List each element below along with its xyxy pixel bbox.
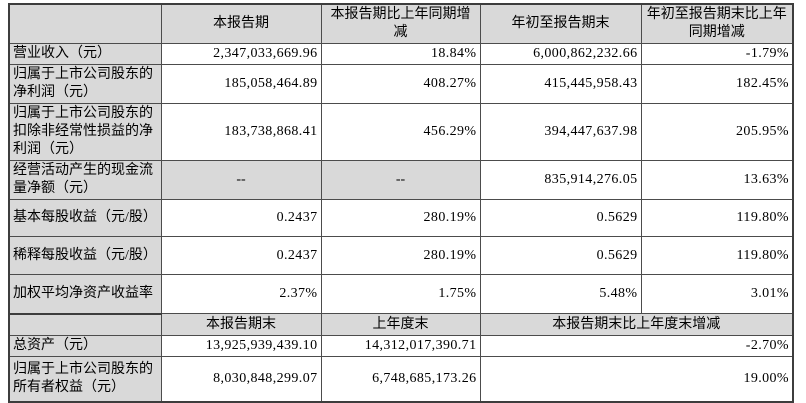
cell-period-end: 13,925,939,439.10 xyxy=(160,335,322,357)
cell-change: -2.70% xyxy=(479,335,794,357)
cell-current-period: 2,347,033,669.96 xyxy=(160,43,322,65)
cell-ytd-yoy-change: -1.79% xyxy=(640,43,794,65)
row-net-profit: 归属于上市公司股东的净利润（元） 185,058,464.89 408.27% … xyxy=(8,64,794,104)
row-operating-revenue: 营业收入（元） 2,347,033,669.96 18.84% 6,000,86… xyxy=(8,43,794,65)
cell-ytd-yoy-change: 119.80% xyxy=(640,199,794,237)
row-label: 营业收入（元） xyxy=(8,43,162,65)
row-label: 稀释每股收益（元/股） xyxy=(8,236,162,275)
cell-current-period: 0.2437 xyxy=(160,236,322,275)
cell-prior-year-end: 14,312,017,390.71 xyxy=(320,335,481,357)
cell-ytd: 0.5629 xyxy=(479,236,642,275)
cell-ytd: 5.48% xyxy=(479,274,642,314)
cell-yoy-change: 280.19% xyxy=(320,199,481,237)
cell-yoy-change: 408.27% xyxy=(320,64,481,104)
row-shareholders-equity: 归属于上市公司股东的所有者权益（元） 8,030,848,299.07 6,74… xyxy=(8,356,794,402)
cell-ytd-yoy-change: 119.80% xyxy=(640,236,794,275)
row-label: 基本每股收益（元/股） xyxy=(8,199,162,237)
row-label: 经营活动产生的现金流量净额（元） xyxy=(8,160,162,200)
row-operating-cash-flow: 经营活动产生的现金流量净额（元） -- -- 835,914,276.05 13… xyxy=(8,160,794,200)
cell-prior-year-end: 6,748,685,173.26 xyxy=(320,356,481,402)
cell-ytd: 835,914,276.05 xyxy=(479,160,642,200)
cell-ytd: 415,445,958.43 xyxy=(479,64,642,104)
cell-yoy-change: 18.84% xyxy=(320,43,481,65)
row-weighted-avg-roe: 加权平均净资产收益率 2.37% 1.75% 5.48% 3.01% xyxy=(8,274,794,314)
row-diluted-eps: 稀释每股收益（元/股） 0.2437 280.19% 0.5629 119.80… xyxy=(8,236,794,275)
header-ytd: 年初至报告期末 xyxy=(479,3,642,44)
header-blank-cell xyxy=(8,3,162,44)
cell-period-end: 8,030,848,299.07 xyxy=(160,356,322,402)
period-header-row: 本报告期 本报告期比上年同期增减 年初至报告期末 年初至报告期末比上年同期增减 xyxy=(8,3,794,44)
cell-yoy-change-na: -- xyxy=(320,160,481,200)
header-current-period: 本报告期 xyxy=(160,3,322,44)
header-period-end-change: 本报告期末比上年度末增减 xyxy=(479,313,794,336)
cell-yoy-change: 1.75% xyxy=(320,274,481,314)
row-basic-eps: 基本每股收益（元/股） 0.2437 280.19% 0.5629 119.80… xyxy=(8,199,794,237)
cell-ytd: 0.5629 xyxy=(479,199,642,237)
cell-current-period: 183,738,868.41 xyxy=(160,103,322,161)
header-ytd-yoy-change: 年初至报告期末比上年同期增减 xyxy=(640,3,794,44)
row-label: 加权平均净资产收益率 xyxy=(8,274,162,314)
row-label: 归属于上市公司股东的所有者权益（元） xyxy=(8,356,162,402)
cell-ytd-yoy-change: 3.01% xyxy=(640,274,794,314)
cell-current-period: 185,058,464.89 xyxy=(160,64,322,104)
cell-current-period-na: -- xyxy=(160,160,322,200)
cell-change: 19.00% xyxy=(479,356,794,402)
cell-ytd: 394,447,637.98 xyxy=(479,103,642,161)
cell-ytd-yoy-change: 182.45% xyxy=(640,64,794,104)
header-blank-cell xyxy=(8,312,162,336)
header-prior-year-end: 上年度末 xyxy=(320,313,481,336)
cell-ytd: 6,000,862,232.66 xyxy=(479,43,642,65)
row-total-assets: 总资产（元） 13,925,939,439.10 14,312,017,390.… xyxy=(8,335,794,357)
financial-summary-table: 本报告期 本报告期比上年同期增减 年初至报告期末 年初至报告期末比上年同期增减 … xyxy=(8,3,794,403)
cell-ytd-yoy-change: 205.95% xyxy=(640,103,794,161)
cell-yoy-change: 456.29% xyxy=(320,103,481,161)
row-net-profit-excl-nonrecurring: 归属于上市公司股东的扣除非经常性损益的净利润（元） 183,738,868.41… xyxy=(8,103,794,161)
row-label: 归属于上市公司股东的净利润（元） xyxy=(8,64,162,104)
row-label: 归属于上市公司股东的扣除非经常性损益的净利润（元） xyxy=(8,103,162,161)
row-label: 总资产（元） xyxy=(8,335,162,357)
balance-header-row: 本报告期末 上年度末 本报告期末比上年度末增减 xyxy=(8,312,794,336)
cell-current-period: 2.37% xyxy=(160,274,322,314)
cell-yoy-change: 280.19% xyxy=(320,236,481,275)
cell-current-period: 0.2437 xyxy=(160,199,322,237)
cell-ytd-yoy-change: 13.63% xyxy=(640,160,794,200)
header-period-end: 本报告期末 xyxy=(160,313,322,336)
header-yoy-change: 本报告期比上年同期增减 xyxy=(320,3,481,44)
